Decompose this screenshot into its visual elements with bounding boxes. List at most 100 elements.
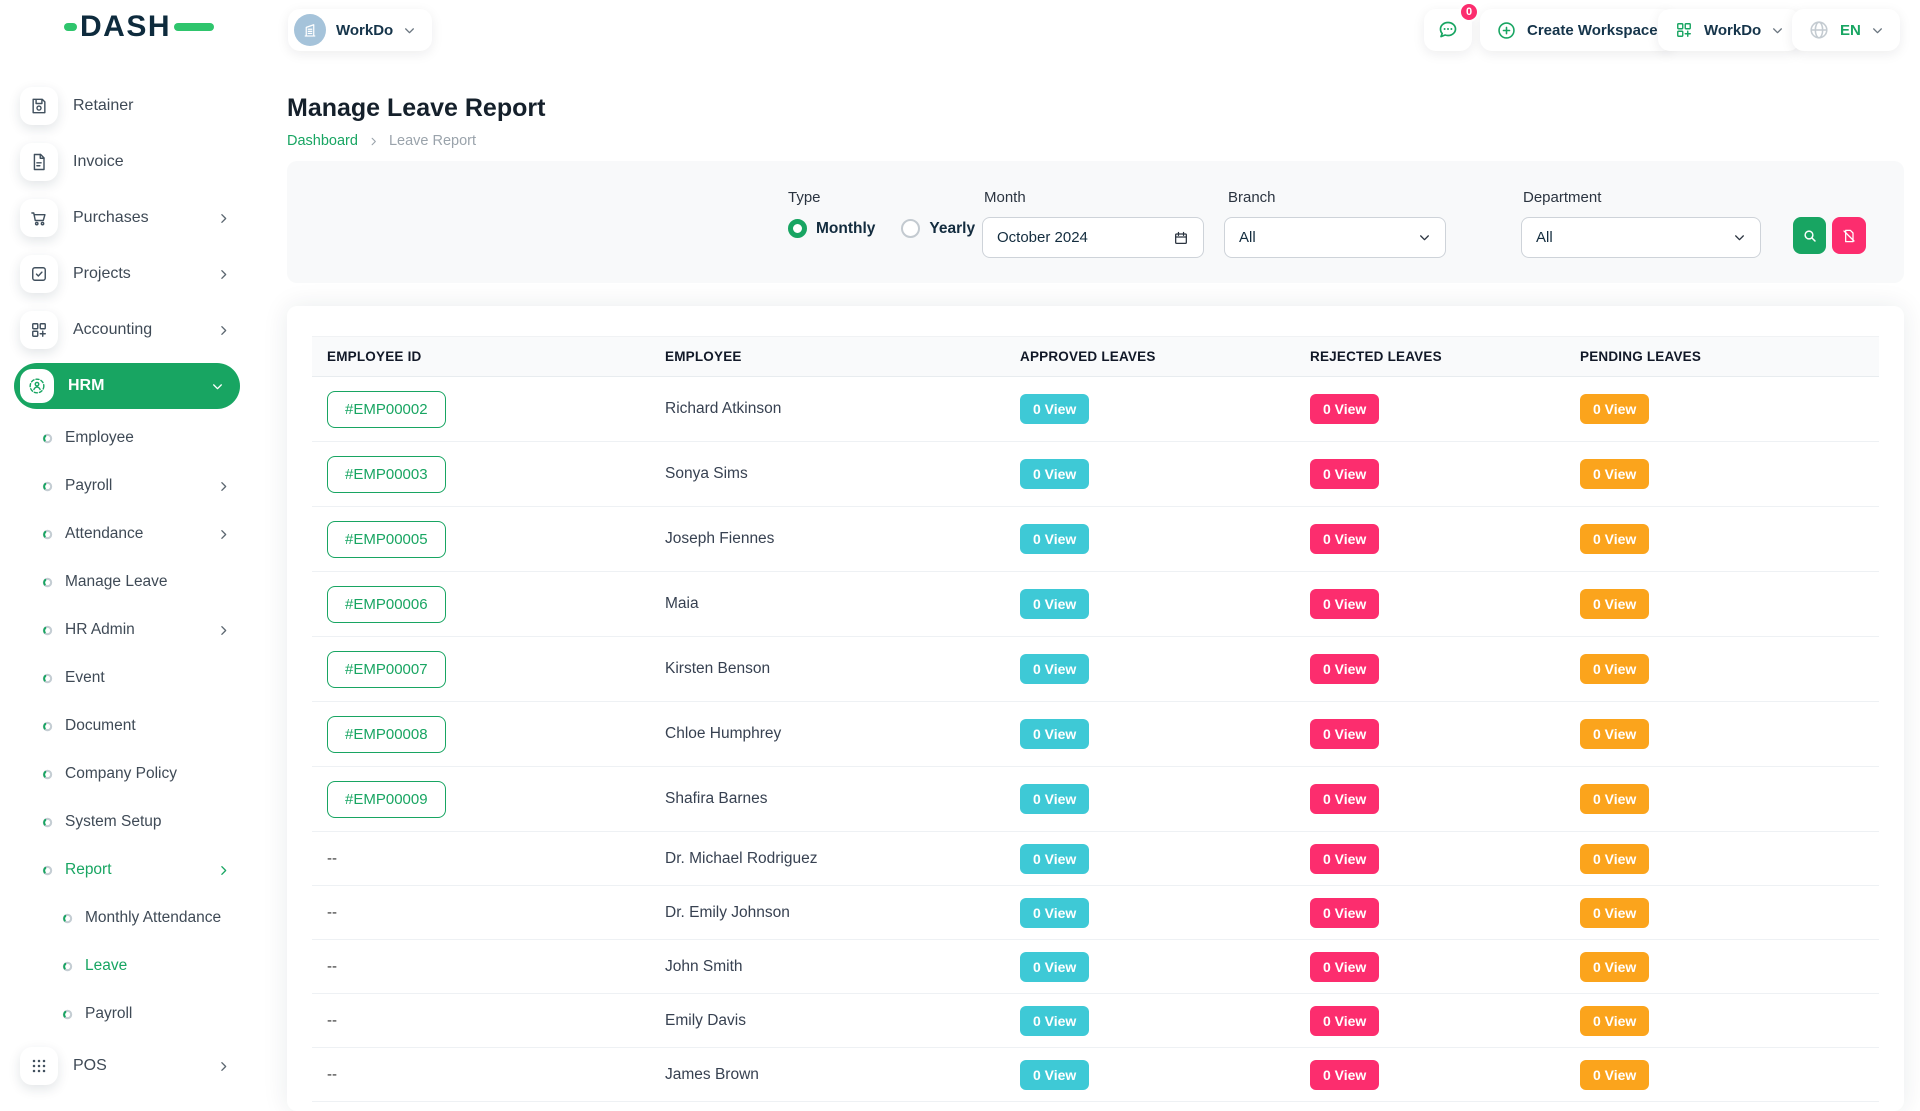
approved-view-button[interactable]: 0 View (1020, 589, 1089, 619)
reset-filter-button[interactable] (1832, 217, 1866, 254)
employee-id-badge[interactable]: #EMP00002 (327, 391, 446, 428)
sidebar-item-manage-leave[interactable]: Manage Leave (0, 558, 256, 606)
bullet-icon (42, 769, 53, 780)
approved-view-button[interactable]: 0 View (1020, 1006, 1089, 1036)
globe-icon (1808, 19, 1830, 41)
rejected-view-button[interactable]: 0 View (1310, 952, 1379, 982)
approved-view-button[interactable]: 0 View (1020, 784, 1089, 814)
pending-view-button[interactable]: 0 View (1580, 1060, 1649, 1090)
radio-unselected-icon[interactable] (901, 219, 920, 238)
approved-view-button[interactable]: 0 View (1020, 719, 1089, 749)
sidebar-item-label: Accounting (73, 321, 152, 339)
sidebar-item-accounting[interactable]: Accounting (0, 302, 256, 358)
radio-yearly[interactable]: Yearly (901, 219, 975, 238)
rejected-view-button[interactable]: 0 View (1310, 844, 1379, 874)
sidebar-item-report-payroll[interactable]: Payroll (0, 990, 256, 1038)
chat-icon (1436, 18, 1460, 42)
table-row: #EMP00002 Richard Atkinson 0 View 0 View… (312, 377, 1879, 442)
rejected-view-button[interactable]: 0 View (1310, 589, 1379, 619)
pending-view-button[interactable]: 0 View (1580, 844, 1649, 874)
sidebar-item-employee[interactable]: Employee (0, 414, 256, 462)
rejected-view-button[interactable]: 0 View (1310, 524, 1379, 554)
rejected-view-button[interactable]: 0 View (1310, 784, 1379, 814)
approved-view-button[interactable]: 0 View (1020, 394, 1089, 424)
invoice-icon (20, 143, 58, 181)
approved-view-button[interactable]: 0 View (1020, 654, 1089, 684)
radio-selected-icon[interactable] (788, 219, 807, 238)
pending-view-button[interactable]: 0 View (1580, 719, 1649, 749)
sidebar-item-system-setup[interactable]: System Setup (0, 798, 256, 846)
sidebar-item-attendance[interactable]: Attendance (0, 510, 256, 558)
sidebar-item-purchases[interactable]: Purchases (0, 190, 256, 246)
building-icon (301, 21, 319, 39)
workspace-selector[interactable]: WorkDo (288, 9, 432, 51)
sidebar-item-leave[interactable]: Leave (0, 942, 256, 990)
sidebar-item-report[interactable]: Report (0, 846, 256, 894)
pending-view-button[interactable]: 0 View (1580, 898, 1649, 928)
pending-view-button[interactable]: 0 View (1580, 394, 1649, 424)
sidebar-item-projects[interactable]: Projects (0, 246, 256, 302)
dots-grid-icon (20, 1047, 58, 1085)
messages-button[interactable]: 0 (1424, 9, 1472, 51)
employee-id-badge[interactable]: #EMP00005 (327, 521, 446, 558)
approved-view-button[interactable]: 0 View (1020, 898, 1089, 928)
pending-view-button[interactable]: 0 View (1580, 784, 1649, 814)
rejected-view-button[interactable]: 0 View (1310, 459, 1379, 489)
calendar-icon[interactable] (1173, 230, 1189, 246)
employee-id-badge[interactable]: #EMP00003 (327, 456, 446, 493)
sidebar-item-payroll[interactable]: Payroll (0, 462, 256, 510)
pending-view-button[interactable]: 0 View (1580, 654, 1649, 684)
pending-view-button[interactable]: 0 View (1580, 589, 1649, 619)
sidebar-item-label: POS (73, 1057, 107, 1075)
approved-view-button[interactable]: 0 View (1020, 459, 1089, 489)
breadcrumb-dashboard-link[interactable]: Dashboard (287, 133, 358, 149)
approved-view-button[interactable]: 0 View (1020, 844, 1089, 874)
dash-logo[interactable]: DASH (64, 12, 214, 42)
language-selector[interactable]: EN (1792, 9, 1900, 51)
pending-view-button[interactable]: 0 View (1580, 459, 1649, 489)
sidebar-item-event[interactable]: Event (0, 654, 256, 702)
approved-view-button[interactable]: 0 View (1020, 524, 1089, 554)
type-radio-group: Monthly Yearly (788, 219, 975, 238)
approved-view-button[interactable]: 0 View (1020, 1060, 1089, 1090)
sidebar-item-invoice[interactable]: Invoice (0, 134, 256, 190)
pending-view-button[interactable]: 0 View (1580, 952, 1649, 982)
pending-view-button[interactable]: 0 View (1580, 524, 1649, 554)
employee-name: Shafira Barnes (665, 790, 1020, 808)
employee-id-badge[interactable]: #EMP00007 (327, 651, 446, 688)
rejected-view-button[interactable]: 0 View (1310, 1006, 1379, 1036)
employee-name: Chloe Humphrey (665, 725, 1020, 743)
employee-name: John Smith (665, 958, 1020, 976)
department-label: Department (1523, 189, 1601, 206)
sidebar-item-pos[interactable]: POS (0, 1038, 256, 1094)
employee-id-badge[interactable]: #EMP00008 (327, 716, 446, 753)
rejected-view-button[interactable]: 0 View (1310, 1060, 1379, 1090)
sidebar-item-retainer[interactable]: Retainer (0, 78, 256, 134)
employee-name: Sonya Sims (665, 465, 1020, 483)
branch-select[interactable]: All (1224, 217, 1446, 258)
approved-view-button[interactable]: 0 View (1020, 952, 1089, 982)
employee-id-badge[interactable]: #EMP00006 (327, 586, 446, 623)
rejected-view-button[interactable]: 0 View (1310, 654, 1379, 684)
rejected-view-button[interactable]: 0 View (1310, 898, 1379, 928)
sidebar-item-hr-admin[interactable]: HR Admin (0, 606, 256, 654)
sidebar-item-hrm[interactable]: HRM (0, 358, 256, 414)
sidebar-item-document[interactable]: Document (0, 702, 256, 750)
rejected-view-button[interactable]: 0 View (1310, 719, 1379, 749)
pending-view-button[interactable]: 0 View (1580, 1006, 1649, 1036)
app-menu-button[interactable]: WorkDo (1658, 9, 1800, 51)
department-select[interactable]: All (1521, 217, 1761, 258)
rejected-view-button[interactable]: 0 View (1310, 394, 1379, 424)
employee-id-badge[interactable]: #EMP00009 (327, 781, 446, 818)
month-input[interactable]: October 2024 (982, 217, 1204, 258)
bullet-icon (42, 577, 53, 588)
sidebar-item-monthly-attendance[interactable]: Monthly Attendance (0, 894, 256, 942)
radio-monthly[interactable]: Monthly (788, 219, 875, 238)
employee-name: Richard Atkinson (665, 400, 1020, 418)
chevron-right-icon (217, 624, 230, 637)
search-button[interactable] (1793, 217, 1826, 254)
sidebar-item-company-policy[interactable]: Company Policy (0, 750, 256, 798)
sidebar-item-label: Company Policy (65, 765, 177, 783)
employee-name: Emily Davis (665, 1012, 1020, 1030)
create-workspace-button[interactable]: Create Workspace (1480, 9, 1674, 51)
